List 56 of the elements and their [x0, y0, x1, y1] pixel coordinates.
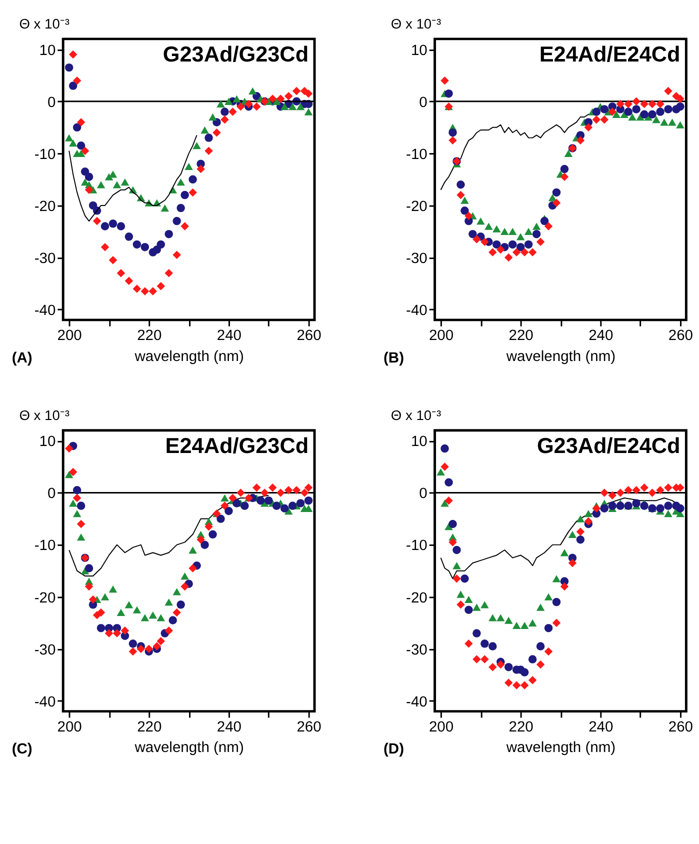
- y-tick-label: 10: [39, 434, 56, 450]
- x-tick-label: 260: [668, 328, 694, 344]
- x-tick-label: 220: [508, 328, 534, 344]
- y-tick-label: -40: [34, 694, 56, 710]
- text: (A): [12, 350, 32, 366]
- chart-title: G23Ad/E24Cd: [536, 433, 680, 458]
- x-tick-label: 240: [216, 720, 242, 736]
- x-tick-label: 200: [428, 328, 454, 344]
- x-axis-title: wavelength (nm): [505, 348, 616, 365]
- chart-title: E24Ad/E24Cd: [539, 42, 680, 67]
- x-axis-title: wavelength (nm): [505, 740, 616, 756]
- y-tick-label: -30: [406, 642, 428, 658]
- x-tick-label: 240: [588, 720, 614, 736]
- x-axis-title: wavelength (nm): [134, 348, 244, 365]
- x-tick-label: 240: [216, 328, 242, 344]
- text: (C): [12, 742, 32, 758]
- y-tick-label: -40: [406, 694, 428, 710]
- y-tick-label: -40: [34, 302, 56, 319]
- y-tick-label: 0: [47, 94, 56, 111]
- chart-title: G23Ad/G23Cd: [162, 42, 309, 67]
- y-tick-label: 0: [419, 486, 428, 502]
- x-tick-label: 200: [57, 720, 82, 736]
- text: (B): [384, 350, 404, 366]
- x-tick-label: 200: [428, 720, 454, 736]
- y-axis-title: Θ x 10⁻³: [390, 408, 442, 423]
- y-tick-label: -20: [34, 590, 56, 606]
- x-tick-label: 260: [668, 720, 694, 736]
- y-tick-label: -40: [406, 302, 428, 319]
- y-tick-label: -10: [406, 538, 428, 554]
- y-tick-label: -30: [34, 250, 56, 267]
- x-tick-label: 240: [588, 328, 614, 344]
- y-tick-label: 10: [410, 42, 428, 59]
- text: (D): [384, 742, 404, 758]
- y-tick-label: -30: [34, 642, 56, 658]
- y-axis-title: Θ x 10⁻³: [19, 408, 70, 423]
- y-tick-label: 0: [47, 486, 56, 502]
- y-tick-label: -30: [406, 250, 428, 267]
- y-tick-label: -20: [34, 198, 56, 215]
- y-tick-label: -20: [406, 590, 428, 606]
- y-tick-label: -10: [34, 146, 56, 163]
- y-tick-label: 0: [419, 94, 428, 111]
- x-tick-label: 220: [137, 720, 162, 736]
- y-axis-title: Θ x 10⁻³: [390, 16, 442, 32]
- y-tick-label: 10: [39, 42, 56, 59]
- x-tick-label: 260: [296, 328, 322, 344]
- chart-title: E24Ad/G23Cd: [165, 433, 309, 458]
- y-tick-label: -10: [34, 538, 56, 554]
- y-tick-label: -10: [406, 146, 428, 163]
- y-tick-label: -20: [406, 198, 428, 215]
- x-tick-label: 220: [137, 328, 162, 344]
- x-tick-label: 220: [508, 720, 534, 736]
- x-axis-title: wavelength (nm): [134, 740, 244, 756]
- x-tick-label: 200: [57, 328, 82, 344]
- x-tick-label: 260: [296, 720, 322, 736]
- y-axis-title: Θ x 10⁻³: [19, 16, 70, 32]
- y-tick-label: 10: [410, 434, 428, 450]
